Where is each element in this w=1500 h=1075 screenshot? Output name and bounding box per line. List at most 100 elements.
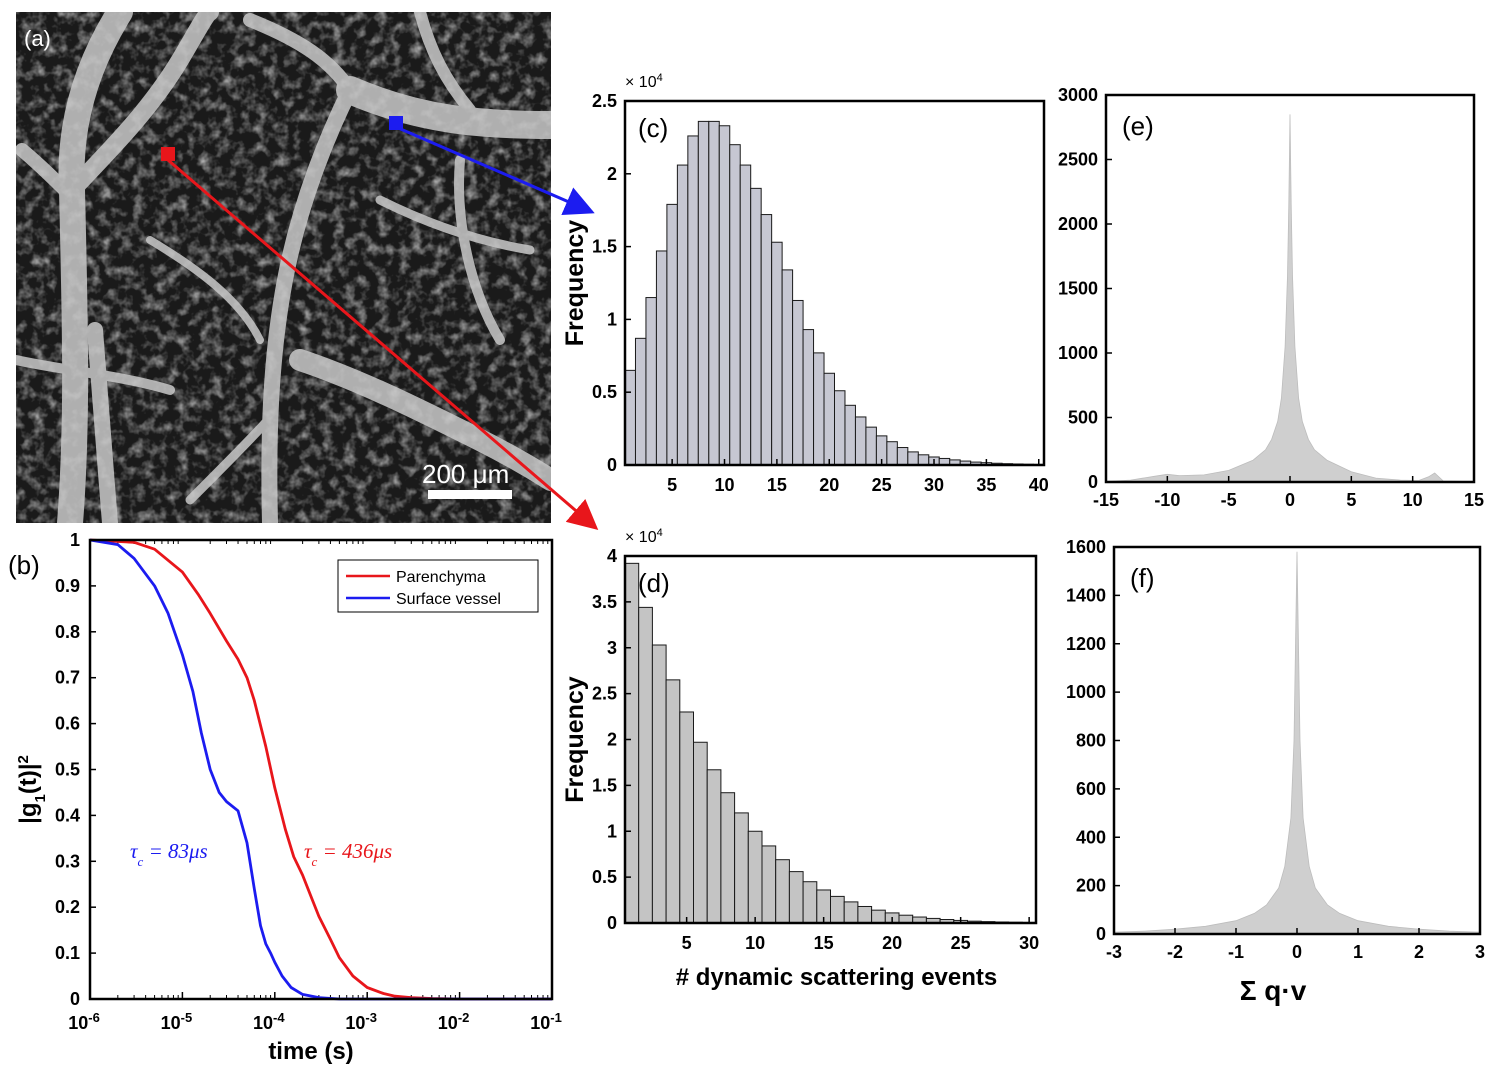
- legend-entry: Parenchyma: [396, 569, 486, 586]
- panel-label: (f): [1130, 563, 1155, 593]
- y-axis-label: Frequency: [561, 676, 589, 803]
- y-tick-label: 800: [1076, 731, 1106, 751]
- histogram-bar: [907, 451, 919, 466]
- x-tick-label: 25: [872, 475, 892, 495]
- histogram-bar: [854, 416, 867, 466]
- histogram-bar: [676, 164, 689, 466]
- x-tick-label: 10: [1403, 490, 1423, 510]
- y-tick-label: 2.5: [592, 684, 617, 704]
- x-tick-label: 35: [976, 475, 996, 495]
- x-tick-exponent: -5: [181, 1010, 193, 1025]
- x-tick-label: -1: [1228, 942, 1244, 962]
- y-tick-label: 0.4: [55, 805, 80, 825]
- y-tick-label: 2: [607, 164, 617, 184]
- surface-vessel-marker: [389, 116, 403, 130]
- y-tick-label: 3000: [1058, 85, 1098, 105]
- y-tick-label: 0.6: [55, 714, 80, 734]
- surface-vessels: [16, 12, 551, 523]
- histogram-bar: [802, 881, 818, 924]
- y-axis-sup: 2: [15, 755, 32, 763]
- x-tick-exponent: -2: [458, 1010, 470, 1025]
- panel-c-histogram: 0 0.5 1 1.5 2 2.5 5 10 15 20 25 30 35 40 × 104 (c) Frequ…: [561, 72, 1049, 495]
- y-tick-label: 1.5: [592, 237, 617, 257]
- y-tick-label: 0.5: [55, 760, 80, 780]
- histogram-bar: [697, 120, 710, 466]
- x-tick-label: 40: [1029, 475, 1049, 495]
- histogram-bar: [834, 390, 846, 466]
- x-tick-label: 10-6: [68, 1010, 100, 1034]
- histogram-bar: [761, 845, 777, 924]
- panel-label: (e): [1122, 111, 1154, 141]
- y-tick-label: 600: [1076, 779, 1106, 799]
- x-tick-label: -3: [1106, 942, 1122, 962]
- histogram-bar: [679, 711, 694, 924]
- y-tick-label: 1000: [1058, 343, 1098, 363]
- x-tick-label: 10-5: [161, 1010, 193, 1034]
- y-tick-label: 0.9: [55, 576, 80, 596]
- y-tick-label: 0.1: [55, 943, 80, 963]
- x-tick-label: 2: [1414, 942, 1424, 962]
- histogram-bar: [813, 352, 825, 466]
- x-tick-label: 10-2: [438, 1010, 470, 1034]
- panel-e-histogram: 0 500 1000 1500 2000 2500 3000 -15 -10 -5 0 5 10 15 (e…: [1058, 85, 1484, 510]
- histogram-bar: [634, 337, 647, 466]
- x-tick-label: 25: [951, 933, 971, 953]
- histogram-bar: [771, 241, 783, 466]
- tau-annotation: τc = 436μs: [304, 839, 392, 869]
- series-line: [89, 538, 552, 1001]
- histogram-bar: [886, 441, 898, 466]
- x-tick-label: -10: [1154, 490, 1180, 510]
- distribution-area: [1113, 551, 1481, 935]
- x-tick-label: 30: [1019, 933, 1039, 953]
- x-tick-label: 15: [767, 475, 787, 495]
- x-tick-label: 5: [1346, 490, 1356, 510]
- x-tick-label: 3: [1475, 942, 1485, 962]
- y-tick-label: 200: [1076, 876, 1106, 896]
- x-tick-label: 10-4: [253, 1010, 285, 1034]
- scale-bar: [428, 490, 512, 499]
- y-tick-label: 0.8: [55, 622, 80, 642]
- y-tick-label: 0: [70, 989, 80, 1009]
- y-tick-label: 0.5: [592, 867, 617, 887]
- histogram-bar: [739, 164, 752, 466]
- scale-bar-label: 200 μm: [422, 459, 509, 489]
- x-tick-label: 15: [814, 933, 834, 953]
- x-axis-label: # dynamic scattering events: [676, 964, 997, 991]
- x-axis-label: time (s): [268, 1038, 353, 1065]
- panel-a-label: (a): [24, 26, 51, 51]
- y-tick-label: 400: [1076, 827, 1106, 847]
- histogram-bar: [665, 679, 681, 924]
- y-axis-sub: 1: [32, 794, 49, 802]
- y-tick-label: 0: [607, 913, 617, 933]
- y-tick-label: 0.5: [592, 382, 617, 402]
- y-tick-label: 2: [607, 730, 617, 750]
- x-tick-label: 20: [882, 933, 902, 953]
- histogram-bar: [802, 329, 815, 466]
- x-tick-label: 15: [1464, 490, 1484, 510]
- x-axis-label: Σ q·v: [1240, 975, 1307, 1006]
- histogram-bar: [750, 187, 762, 466]
- histogram-bar: [781, 269, 794, 466]
- histogram-bar: [734, 812, 749, 924]
- y-tick-label: 3: [607, 638, 617, 658]
- tau-value: = 83μs: [143, 839, 207, 863]
- histogram-bar: [687, 135, 699, 466]
- histogram-bar: [760, 214, 773, 466]
- y-tick-label: 1: [607, 821, 617, 841]
- distribution-area: [1105, 114, 1475, 483]
- histogram-bar: [708, 120, 720, 466]
- parenchyma-arrow: [167, 158, 599, 530]
- x-tick-label: 0: [1285, 490, 1295, 510]
- histogram-bar: [775, 859, 790, 924]
- tau-value: = 436μs: [317, 839, 392, 863]
- x-tick-label: 10-1: [530, 1010, 562, 1034]
- x-tick-exponent: -1: [550, 1010, 562, 1025]
- histogram-bar: [729, 144, 741, 466]
- histogram-bar: [792, 299, 804, 466]
- y-tick-label: 3.5: [592, 592, 617, 612]
- y-tick-label: 1: [607, 309, 617, 329]
- panel-label: (c): [638, 113, 668, 143]
- legend-entry: Surface vessel: [396, 591, 501, 608]
- y-tick-label: 0: [607, 455, 617, 475]
